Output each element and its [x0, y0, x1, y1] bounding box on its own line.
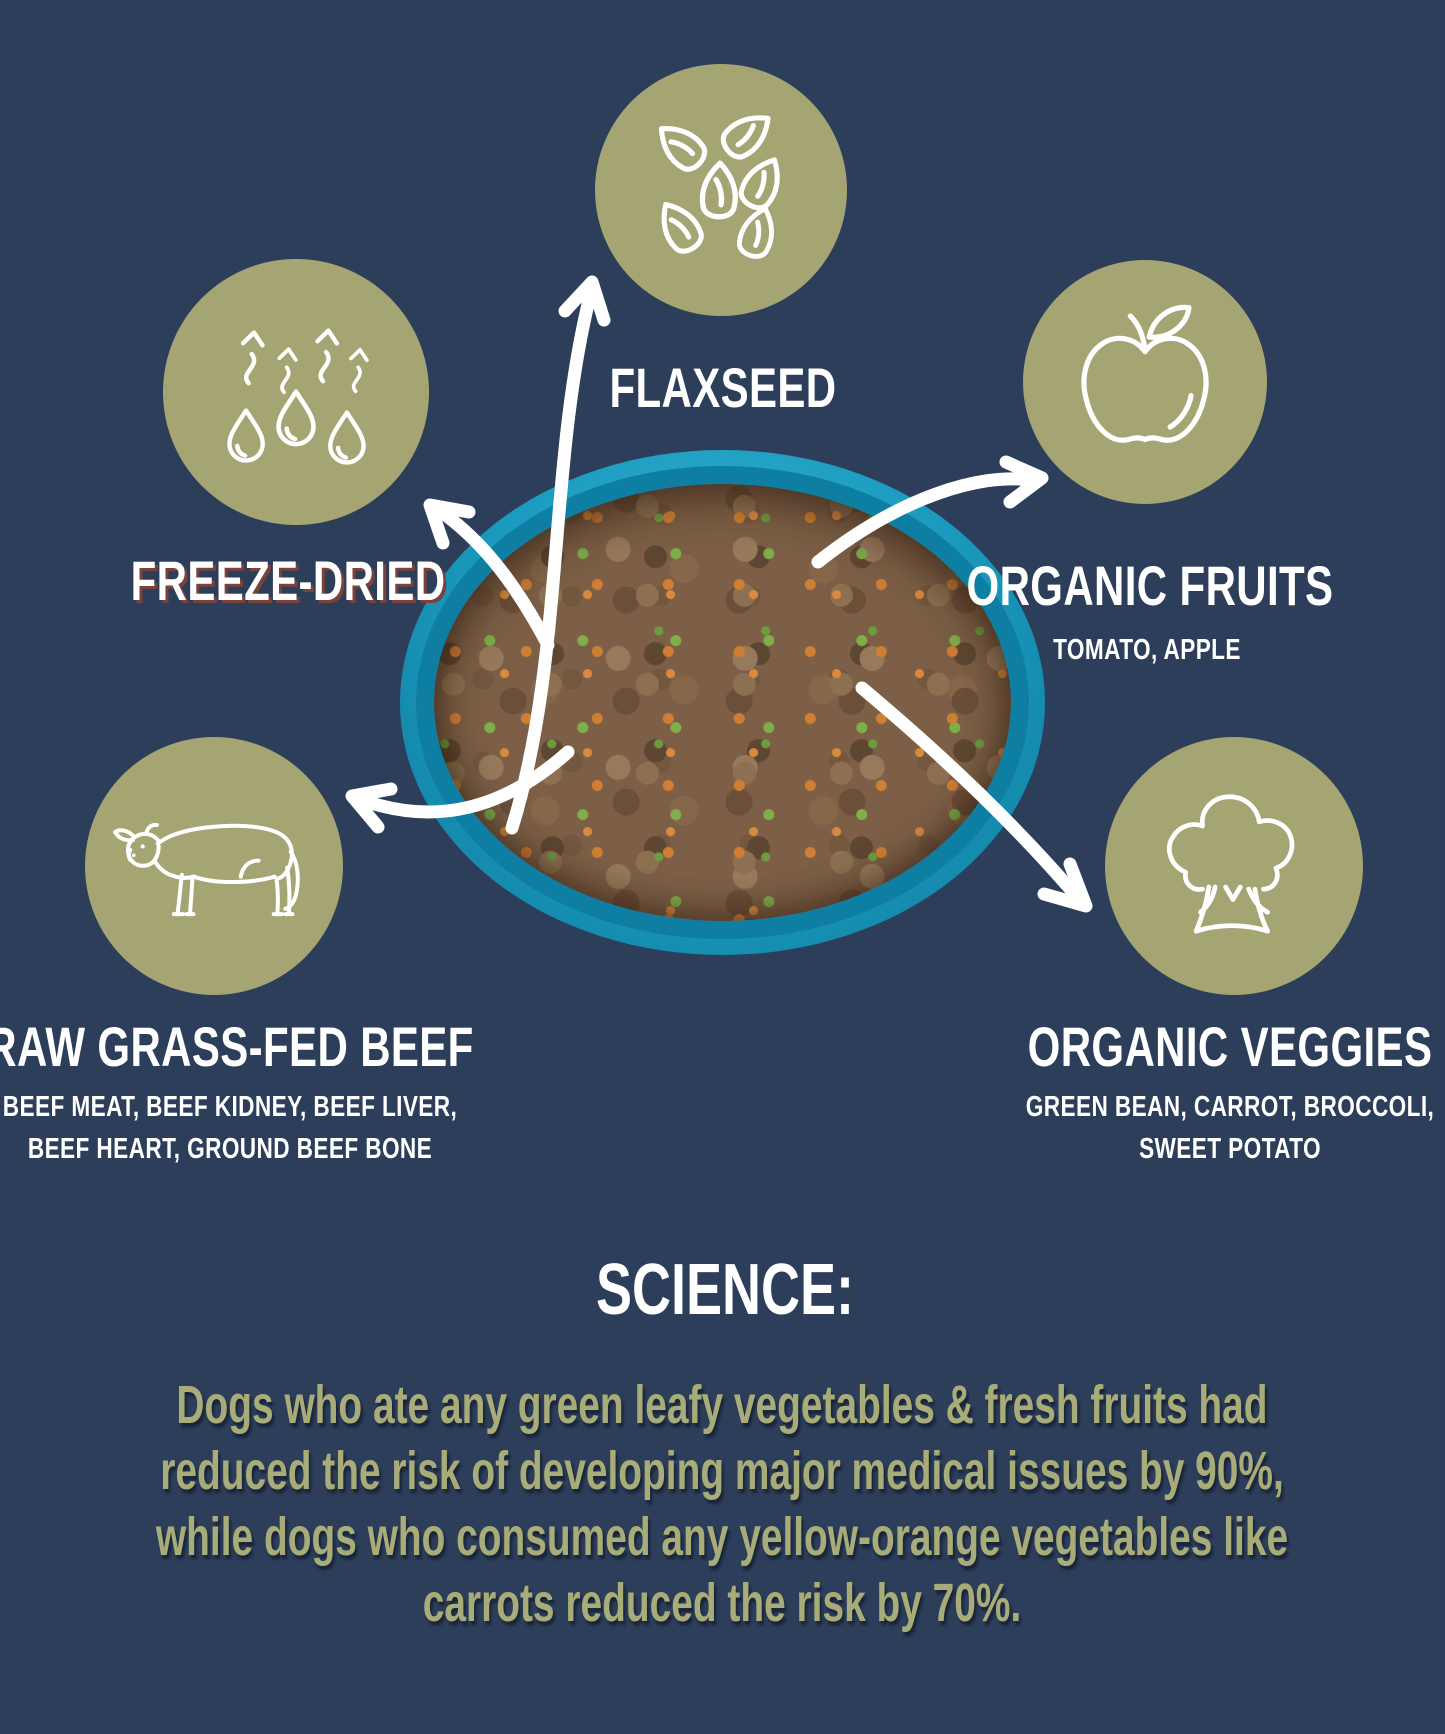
arrow-to-raw-beef — [345, 745, 575, 834]
raw-beef-label: RAW GRASS-FED BEEF — [0, 1015, 474, 1078]
science-line-2: reduced the risk of developing major med… — [160, 1441, 1284, 1501]
raw-beef-sublabel-line1: BEEF MEAT, BEEF KIDNEY, BEEF LIVER, — [2, 1091, 458, 1123]
science-line-1: Dogs who ate any green leafy vegetables … — [176, 1375, 1268, 1435]
food-cubes — [434, 484, 1011, 921]
science-paragraph: Dogs who ate any green leafy vegetables … — [156, 1372, 1288, 1636]
organic-veggies-circle — [1105, 737, 1363, 995]
dog-food-bowl-photo — [400, 450, 1045, 955]
organic-veggies-label: ORGANIC VEGGIES — [1027, 1015, 1433, 1078]
organic-fruits-sublabel: TOMATO, APPLE — [1053, 634, 1241, 666]
raw-beef-circle — [85, 737, 343, 995]
arrow-to-organic-veggies — [855, 681, 1093, 913]
science-heading: SCIENCE: — [595, 1250, 855, 1330]
broccoli-icon — [1167, 794, 1295, 934]
science-line-4: carrots reduced the risk by 70%. — [422, 1573, 1022, 1633]
organic-veggies-sublabel-line2: SWEET POTATO — [1139, 1133, 1321, 1166]
raw-beef-sublabel: BEEF MEAT, BEEF KIDNEY, BEEF LIVER, BEEF… — [3, 1086, 457, 1170]
organic-veggies-sublabel-line1: GREEN BEAN, CARROT, BROCCOLI, — [1025, 1091, 1435, 1123]
raw-beef-sublabel-line2: BEEF HEART, GROUND BEEF BONE — [27, 1133, 433, 1166]
organic-fruits-circle — [1023, 260, 1267, 504]
arrow-to-organic-fruits — [811, 455, 1049, 569]
arrow-to-flaxseed — [505, 275, 611, 835]
freeze-dried-circle — [163, 259, 429, 525]
flaxseed-circle — [595, 64, 847, 316]
apple-icon — [1081, 304, 1209, 443]
science-line-3: while dogs who consumed any yellow-orang… — [155, 1507, 1289, 1567]
freeze-dried-label: FREEZE-DRIED — [130, 549, 446, 612]
flaxseed-label: FLAXSEED — [609, 356, 837, 419]
arrow-to-freeze-dried — [423, 498, 555, 652]
cow-icon — [113, 822, 300, 917]
organic-fruits-label: ORGANIC FRUITS — [966, 554, 1334, 617]
organic-veggies-sublabel: GREEN BEAN, CARROT, BROCCOLI, SWEET POTA… — [1026, 1086, 1434, 1170]
